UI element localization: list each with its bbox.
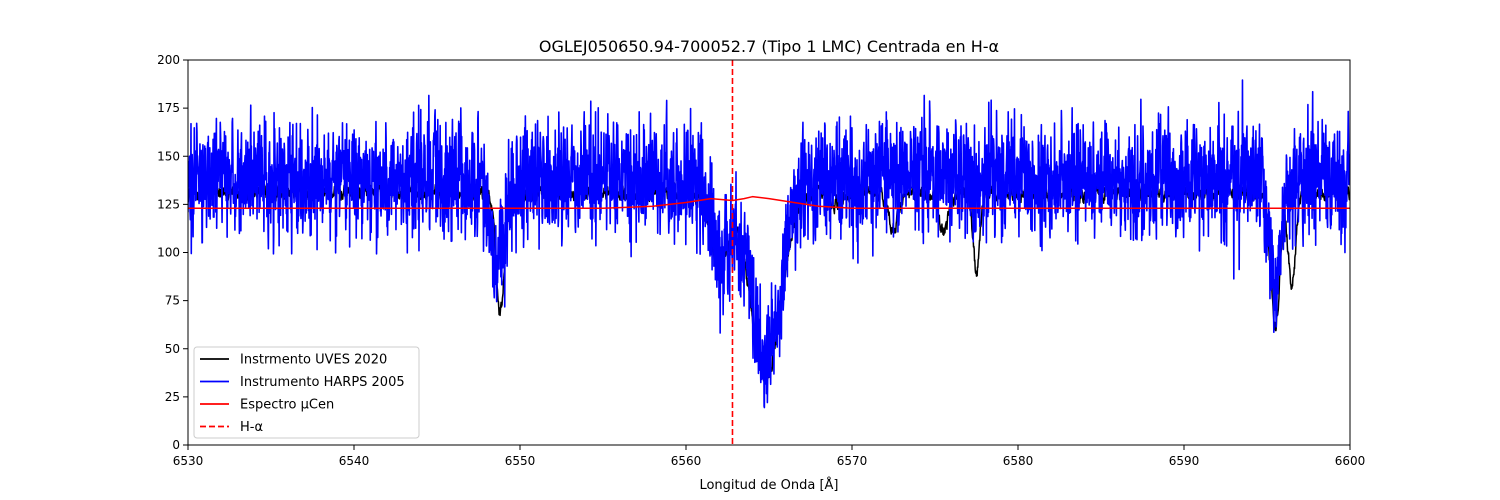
y-tick-label: 75 [165,294,180,308]
legend-label-1: Instrumento HARPS 2005 [240,375,405,390]
y-tick-label: 125 [157,197,180,211]
y-tick-label: 200 [157,53,180,67]
x-tick-label: 6530 [173,454,204,468]
series-line-1 [188,79,1350,409]
x-tick-label: 6550 [505,454,536,468]
legend: Instrmento UVES 2020 Instrumento HARPS 20… [193,346,420,439]
y-axis: 0 25 50 75 100 125 150 175 200 [157,53,188,452]
x-tick-label: 6580 [1003,454,1034,468]
y-tick-label: 150 [157,149,180,163]
x-axis-label: Longitud de Onda [Å] [699,477,838,493]
legend-label-3: H-α [240,420,263,435]
series-layer [188,79,1350,409]
legend-label-0: Instrmento UVES 2020 [240,353,387,368]
chart-title: OGLEJ050650.94-700052.7 (Tipo 1 LMC) Cen… [539,37,999,56]
x-tick-label: 6570 [837,454,868,468]
y-tick-label: 175 [157,101,180,115]
series-line-2 [188,195,1350,209]
x-tick-label: 6590 [1169,454,1200,468]
x-tick-label: 6600 [1335,454,1366,468]
y-tick-label: 0 [172,438,180,452]
y-tick-label: 25 [165,390,180,404]
legend-label-2: Espectro μCen [240,398,334,413]
x-axis: 6530 6540 6550 6560 6570 6580 6590 6600 [173,445,1366,468]
x-tick-label: 6540 [339,454,370,468]
y-tick-label: 50 [165,342,180,356]
legend-box [193,346,420,439]
x-tick-label: 6560 [671,454,702,468]
y-tick-label: 100 [157,246,180,260]
